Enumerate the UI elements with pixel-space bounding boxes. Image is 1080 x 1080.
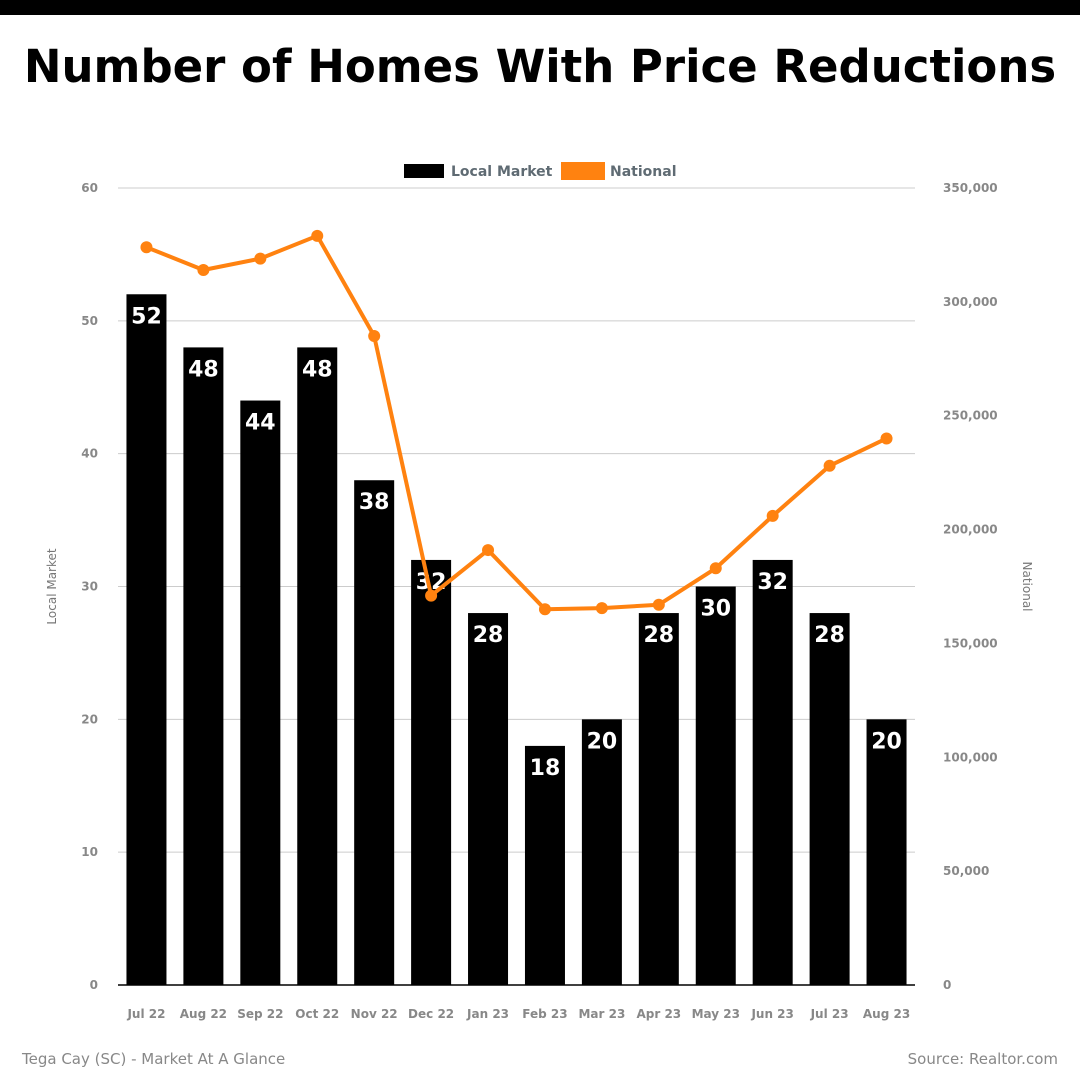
national-point	[595, 602, 608, 615]
x-tick-label: Jul 23	[810, 1007, 849, 1021]
footer-source: Source: Realtor.com	[907, 1050, 1058, 1068]
legend-label-local: Local Market	[451, 164, 553, 180]
y2-tick-label: 100,000	[943, 750, 998, 764]
y2-tick-label: 50,000	[943, 864, 989, 878]
bar	[468, 613, 509, 985]
national-point	[823, 459, 836, 472]
bar	[752, 559, 793, 985]
national-point	[880, 432, 893, 445]
national-point	[140, 241, 153, 254]
bar	[866, 719, 907, 985]
y2-tick-label: 150,000	[943, 636, 998, 650]
legend-swatch-national	[561, 162, 605, 180]
bar	[638, 613, 679, 985]
x-tick-label: Dec 22	[408, 1007, 454, 1021]
national-line	[145, 233, 888, 612]
bar-value-label: 38	[359, 490, 390, 515]
national-point	[197, 263, 210, 276]
y2-tick-label: 0	[943, 978, 951, 992]
national-point	[425, 589, 438, 602]
bar-value-label: 48	[188, 357, 219, 382]
y2-tick-label: 200,000	[943, 523, 998, 537]
x-tick-label: Jan 23	[466, 1007, 509, 1021]
y-tick-label: 60	[81, 181, 98, 195]
national-point	[709, 562, 722, 575]
y-tick-label: 10	[81, 845, 98, 859]
chart-title: Number of Homes With Price Reductions	[23, 40, 1057, 93]
y2-tick-label: 250,000	[943, 409, 998, 423]
x-tick-label: Oct 22	[295, 1007, 339, 1021]
national-point	[482, 544, 495, 557]
x-tick-label: Apr 23	[636, 1007, 681, 1021]
x-tick-label: Jul 22	[126, 1007, 165, 1021]
y-tick-label: 30	[81, 580, 98, 594]
x-tick-label: Nov 22	[351, 1007, 398, 1021]
bar-value-label: 28	[644, 623, 675, 648]
y2-tick-label: 300,000	[943, 295, 998, 309]
national-point	[254, 252, 267, 265]
bar-value-label: 32	[757, 570, 788, 595]
y-tick-label: 50	[81, 314, 98, 328]
y2-tick-label: 350,000	[943, 181, 998, 195]
y2-axis-title: National	[1020, 561, 1034, 611]
bar-value-label: 52	[131, 304, 162, 329]
bar-value-label: 20	[587, 729, 618, 754]
bar-value-label: 48	[302, 357, 333, 382]
legend-swatch-local	[404, 164, 444, 178]
bar	[809, 613, 850, 985]
top-bar	[0, 0, 1080, 15]
x-tick-label: May 23	[692, 1007, 740, 1021]
national-point	[652, 598, 665, 611]
bar	[695, 586, 736, 985]
bar	[524, 745, 565, 985]
bar	[411, 559, 452, 985]
x-tick-label: Jun 23	[750, 1007, 793, 1021]
y-tick-label: 0	[90, 978, 98, 992]
bar	[183, 347, 224, 985]
bar-value-label: 28	[814, 623, 845, 648]
legend-label-national: National	[610, 164, 677, 180]
y-tick-label: 20	[81, 712, 98, 726]
bar	[354, 480, 395, 985]
x-tick-label: Aug 23	[863, 1007, 910, 1021]
national-point	[368, 330, 381, 343]
x-tick-label: Feb 23	[522, 1007, 567, 1021]
x-tick-label: Aug 22	[180, 1007, 227, 1021]
national-point	[538, 603, 551, 616]
y-axis-title: Local Market	[45, 548, 59, 624]
bar-value-label: 28	[473, 623, 504, 648]
bar-value-label: 20	[871, 729, 902, 754]
footer-location: Tega Cay (SC) - Market At A Glance	[22, 1050, 286, 1068]
bar-value-label: 18	[530, 756, 561, 781]
y-tick-label: 40	[81, 447, 98, 461]
bar-value-label: 30	[700, 597, 731, 622]
bar	[297, 347, 338, 985]
bar	[240, 400, 281, 985]
x-tick-label: Sep 22	[237, 1007, 283, 1021]
bar-value-label: 44	[245, 411, 276, 436]
bar	[581, 719, 622, 985]
national-point	[311, 229, 324, 242]
x-tick-label: Mar 23	[578, 1007, 625, 1021]
national-point	[766, 509, 779, 522]
bar	[126, 294, 167, 985]
